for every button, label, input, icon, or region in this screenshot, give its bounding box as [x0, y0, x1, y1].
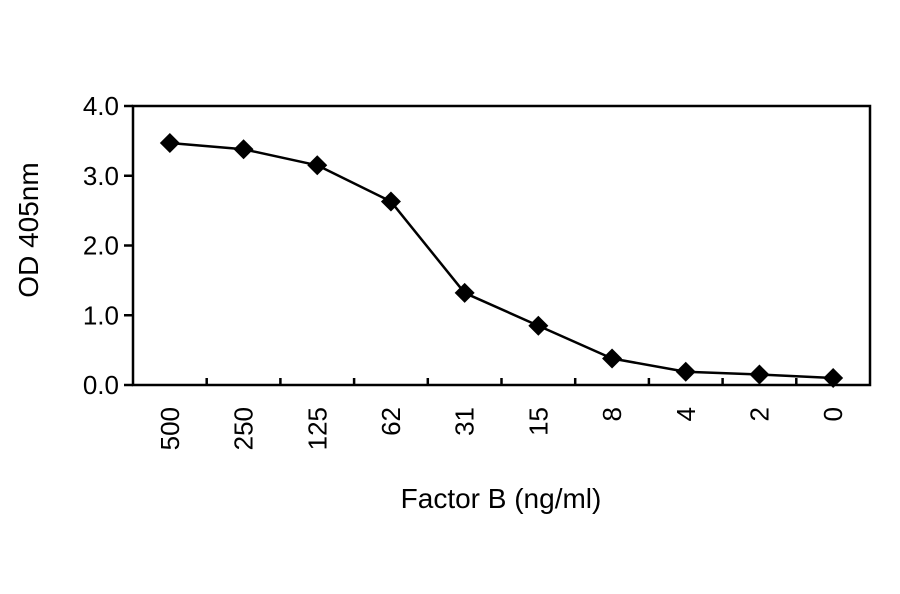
x-tick-label: 15 — [523, 407, 553, 436]
data-point — [528, 315, 549, 336]
x-axis: 500 250 125 62 31 15 8 4 2 0 — [155, 378, 848, 450]
data-point — [823, 368, 844, 389]
x-tick-label: 500 — [155, 407, 185, 450]
x-tick-label: 250 — [229, 407, 259, 450]
data-point — [749, 364, 770, 385]
data-points — [159, 132, 844, 389]
x-tick-label: 4 — [671, 407, 701, 421]
x-tick-label: 125 — [302, 407, 332, 450]
x-tick-label: 31 — [450, 407, 480, 436]
y-tick-label: 2.0 — [83, 231, 119, 261]
x-tick-label: 2 — [744, 407, 774, 421]
data-point — [307, 155, 328, 176]
data-point — [159, 132, 180, 153]
y-axis: 0.0 1.0 2.0 3.0 4.0 — [83, 91, 133, 400]
x-tick-label: 62 — [376, 407, 406, 436]
x-axis-title: Factor B (ng/ml) — [401, 483, 602, 514]
data-point — [233, 139, 254, 160]
y-tick-label: 4.0 — [83, 91, 119, 121]
data-point — [602, 348, 623, 369]
x-tick-label: 8 — [597, 407, 627, 421]
y-tick-label: 1.0 — [83, 300, 119, 330]
y-tick-label: 3.0 — [83, 161, 119, 191]
series-line — [169, 141, 834, 380]
x-tick-label: 0 — [818, 407, 848, 421]
data-point — [675, 361, 696, 382]
data-point — [454, 282, 475, 303]
y-axis-title: OD 405nm — [13, 162, 44, 297]
data-point — [380, 191, 401, 212]
y-tick-label: 0.0 — [83, 370, 119, 400]
